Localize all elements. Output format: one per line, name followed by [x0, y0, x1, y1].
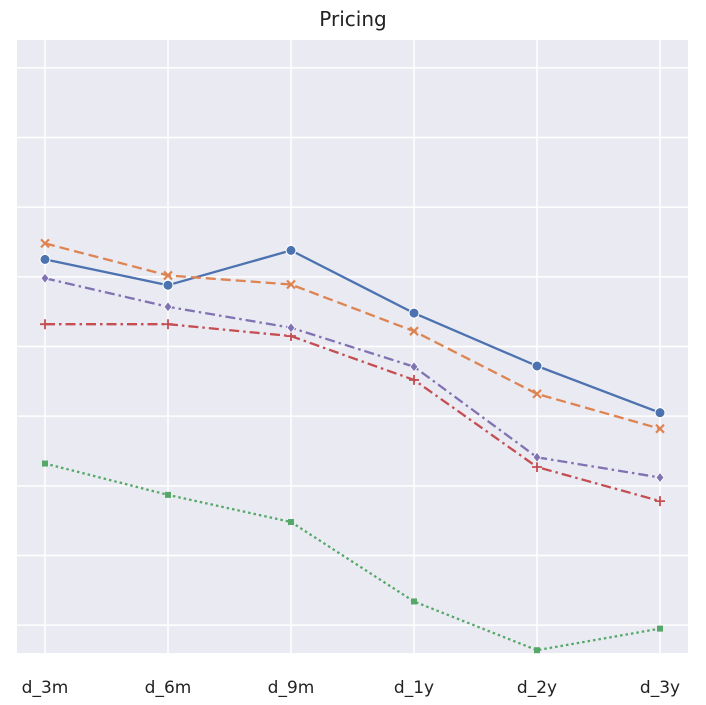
x-tick-label: d_9m: [268, 678, 315, 698]
series-4: [40, 319, 665, 507]
data-point: [409, 361, 419, 373]
data-point: [163, 270, 173, 281]
data-point: [408, 307, 420, 319]
data-point: [409, 374, 419, 385]
series-1: [39, 244, 666, 419]
data-point: [285, 244, 297, 256]
series-line: [44, 277, 661, 479]
data-point: [534, 647, 540, 654]
x-tick-label: d_6m: [145, 678, 192, 698]
series-line: [45, 323, 661, 503]
data-point: [655, 471, 665, 484]
x-tick-label: d_3y: [640, 678, 680, 698]
x-tick-label: d_3m: [22, 678, 69, 698]
data-point: [286, 279, 296, 290]
data-point: [655, 496, 665, 507]
data-point: [531, 360, 543, 372]
data-point: [40, 319, 50, 330]
series-line: [44, 462, 661, 652]
x-tick-labels: d_3m d_6m d_9m d_1y d_2y d_3y: [22, 678, 680, 698]
x-tick-label: d_1y: [394, 678, 434, 698]
data-point: [532, 462, 542, 473]
grid-lines: [17, 40, 688, 653]
data-point: [532, 451, 542, 463]
chart-title: Pricing: [319, 7, 386, 31]
data-point: [39, 253, 51, 265]
series-line: [44, 249, 661, 414]
data-point: [532, 389, 542, 399]
data-point: [411, 598, 417, 605]
data-point: [162, 279, 174, 291]
data-point: [286, 322, 296, 334]
data-point: [655, 423, 665, 434]
data-point: [40, 272, 50, 284]
series-layer: [39, 238, 666, 654]
data-point: [40, 238, 50, 249]
series-3: [42, 460, 663, 654]
data-point: [409, 326, 419, 336]
series-5: [40, 272, 665, 484]
data-point: [657, 625, 663, 632]
data-point: [42, 460, 48, 467]
data-point: [654, 407, 666, 419]
series-2: [40, 238, 665, 434]
data-point: [288, 519, 294, 526]
data-point: [165, 491, 171, 498]
x-tick-label: d_2y: [517, 678, 557, 698]
data-point: [163, 301, 173, 313]
series-line: [44, 242, 661, 430]
data-point: [163, 319, 173, 330]
